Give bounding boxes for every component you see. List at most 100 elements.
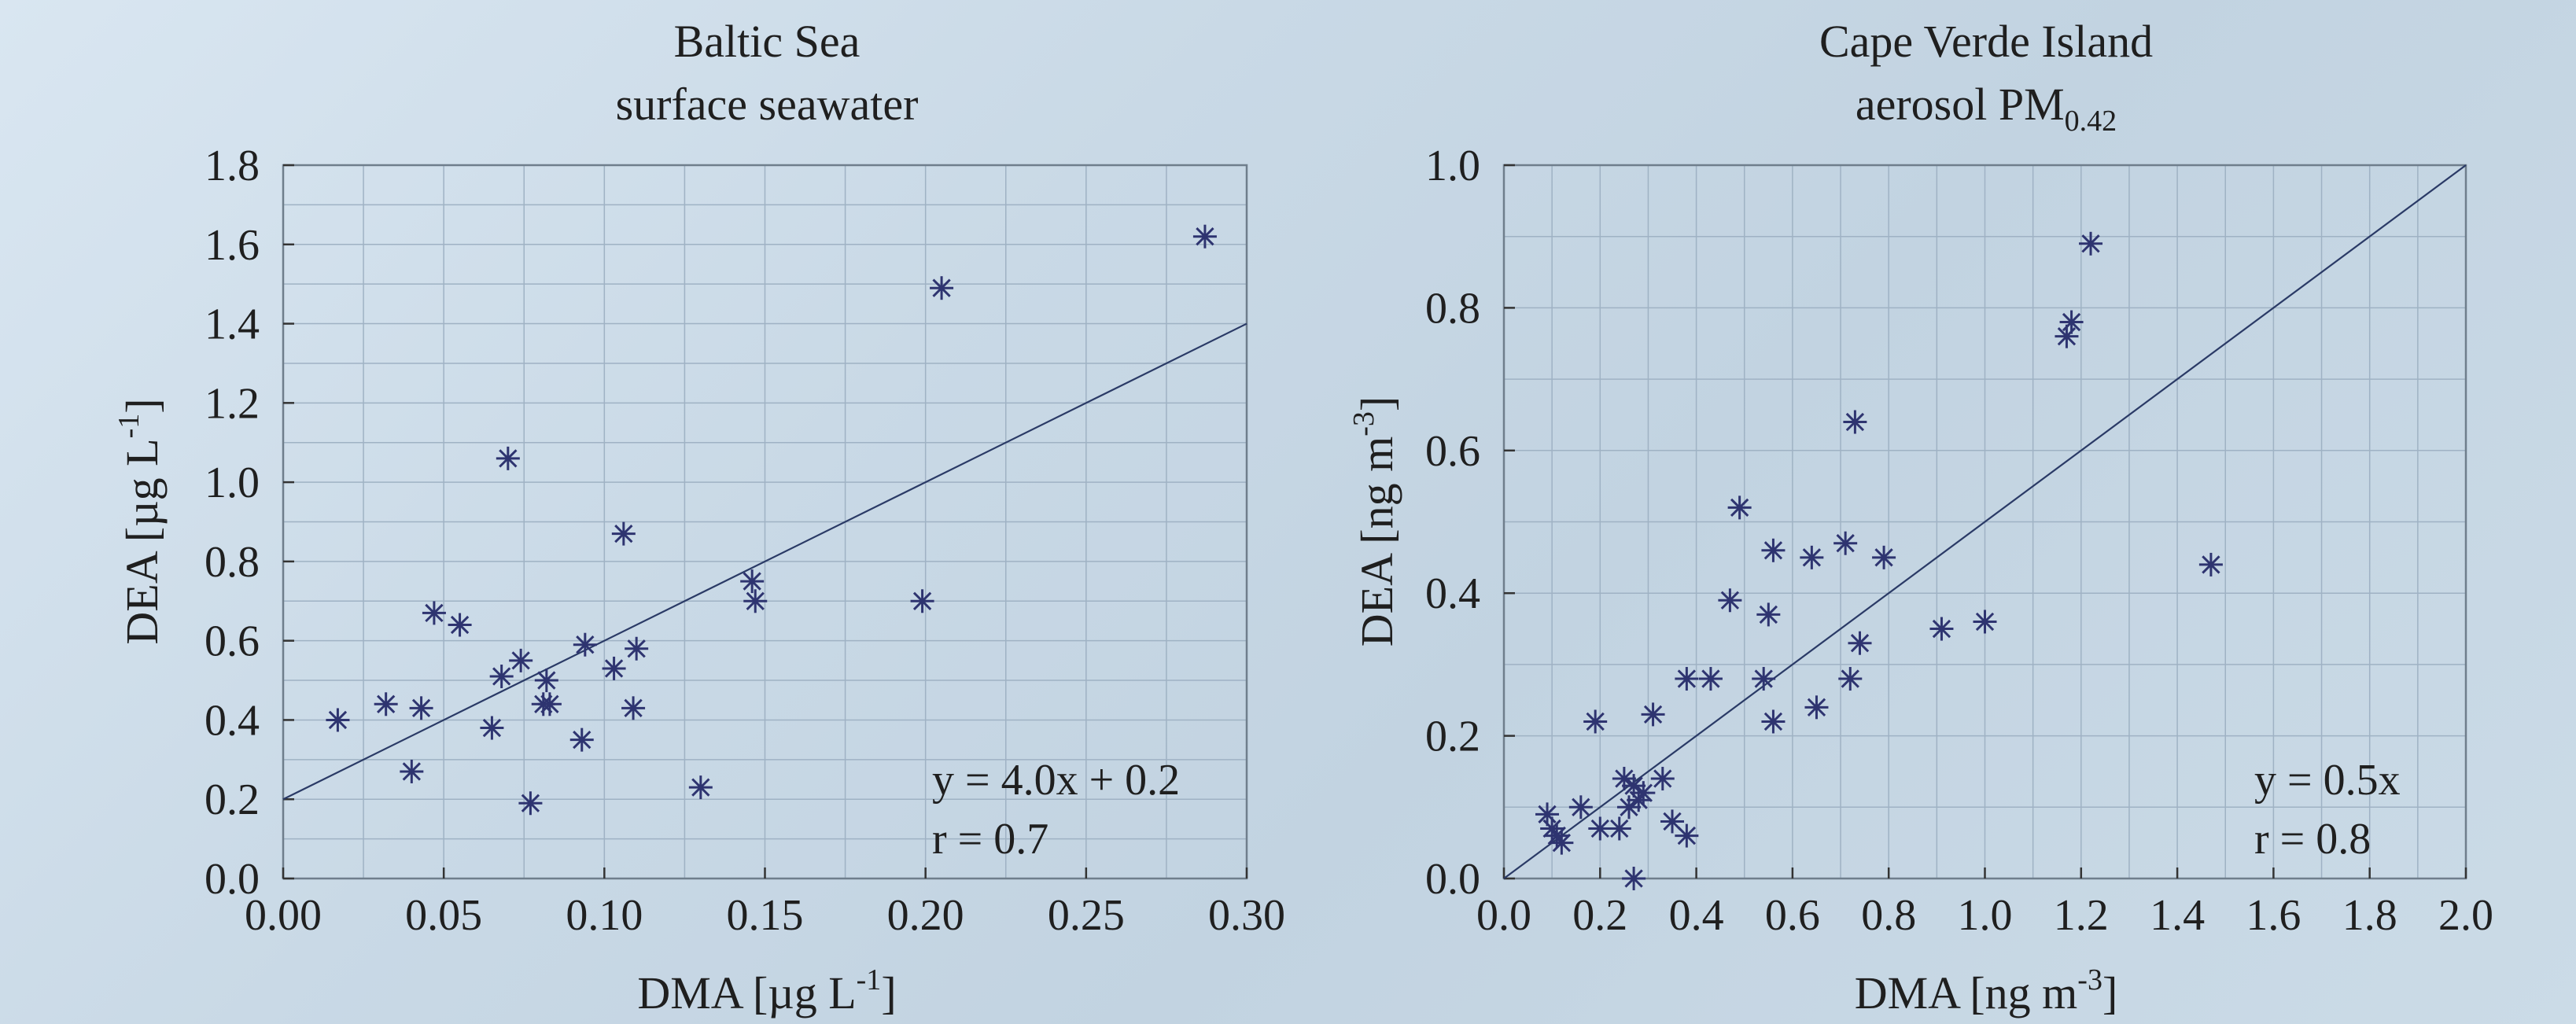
x-tick-label: 0.00 [245,891,322,940]
data-point [534,669,558,693]
y-axis-label: DEA [µg L-1] [112,398,168,644]
data-point [1838,667,1863,691]
regression-line [1503,164,2467,879]
data-point [1650,767,1675,791]
data-point [480,716,504,740]
regression-line [282,322,1247,801]
data-point [1675,667,1699,691]
chart-cape-verde: Cape Verde Island aerosol PM0.42 0.0 0.2 0.4… [1347,16,2493,1018]
y-tick-label: 1.8 [205,142,260,190]
correlation-coefficient: r = 0.8 [2254,815,2371,864]
y-axis-label: DEA [ng m-3] [1347,396,1402,646]
x-tick-label: 2.0 [2438,891,2493,940]
data-point [1660,809,1685,834]
x-tick-label: 0.4 [1669,891,1724,940]
x-tick-label: 0.05 [405,891,482,940]
y-tick-label: 1.4 [205,300,260,349]
y-tick-label: 0.4 [1425,569,1480,618]
x-tick-label: 1.8 [2342,891,2397,940]
data-point [1583,709,1608,734]
x-tick-label: 0.15 [727,891,804,940]
data-point [688,775,713,800]
data-point [1848,631,1872,655]
data-point [1550,831,1574,855]
data-point [1973,610,1997,634]
data-point [1607,816,1631,841]
data-point [1804,695,1829,720]
data-point [1698,667,1723,691]
data-point [910,589,934,613]
data-point [621,696,646,720]
x-tick-label: 1.0 [1958,891,2013,940]
x-tick-label: 0.10 [566,891,643,940]
data-point [496,446,520,470]
data-point [1929,617,1954,641]
data-point [1800,545,1824,569]
x-tick-label: 0.2 [1572,891,1627,940]
data-point [489,665,514,689]
data-point [409,696,433,720]
data-point [509,648,533,672]
chart-baltic-sea: Baltic Sea surface seawater 0.00 0.05 0.10 0.… [112,16,1285,1018]
grid [1503,164,2467,879]
data-point [1622,774,1646,798]
x-tick-label: 1.4 [2150,891,2205,940]
data-point [400,759,424,783]
data-point [374,692,398,716]
fit-equation: y = 4.0x + 0.2 [932,756,1180,805]
data-point [2059,310,2084,334]
data-point [326,708,350,732]
data-point [1756,602,1781,627]
chart-title-line-1: Cape Verde Island [1819,16,2153,67]
data-point [1761,538,1786,562]
data-point [422,601,446,625]
correlation-coefficient: r = 0.7 [932,815,1048,864]
data-point [448,613,472,637]
data-point [1727,495,1752,520]
data-point [1843,410,1867,434]
y-tick-label: 0.8 [205,538,260,587]
data-point [2079,231,2103,256]
data-point [2198,552,2223,576]
data-point [573,632,597,657]
y-tick-label: 0.4 [205,696,260,745]
data-point [1631,781,1656,805]
y-tick-label: 0.6 [205,617,260,666]
x-axis-label: DMA [ng m-3] [1855,963,2118,1018]
data-point [611,521,636,546]
x-tick-label: 0.25 [1048,891,1125,940]
data-point [1761,709,1786,734]
data-point [930,276,954,300]
x-tick-label: 0.0 [1476,891,1531,940]
x-axis-label: DMA [µg L-1] [637,963,896,1018]
x-tick-label: 0.8 [1861,891,1916,940]
data-point [1675,823,1699,848]
data-point [1872,545,1896,569]
x-tick-label: 0.20 [887,891,964,940]
data-point [1192,224,1217,249]
y-tick-label: 1.2 [205,379,260,428]
x-tick-label: 0.6 [1765,891,1820,940]
chart-title-line-2: surface seawater [616,79,919,130]
data-point [602,656,626,680]
data-point [537,692,562,716]
y-tick-label: 1.0 [1425,142,1480,190]
y-tick-label: 0.2 [205,775,260,824]
x-tick-label: 1.2 [2054,891,2109,940]
y-tick-label: 0.6 [1425,427,1480,476]
chart-title-line-2: aerosol PM0.42 [1856,79,2117,138]
chart-title-line-1: Baltic Sea [674,16,861,67]
x-tick-label: 1.6 [2246,891,2301,940]
data-point [1718,588,1742,613]
data-point [625,636,649,661]
data-point [743,589,768,613]
data-point [1568,795,1593,820]
x-tick-label: 0.30 [1208,891,1285,940]
data-point [740,569,765,594]
y-tick-label: 0.0 [1425,855,1480,904]
y-tick-label: 1.6 [205,221,260,270]
data-point [569,727,594,752]
fit-equation: y = 0.5x [2254,756,2401,805]
y-tick-label: 0.0 [205,855,260,904]
data-point [1752,667,1776,691]
